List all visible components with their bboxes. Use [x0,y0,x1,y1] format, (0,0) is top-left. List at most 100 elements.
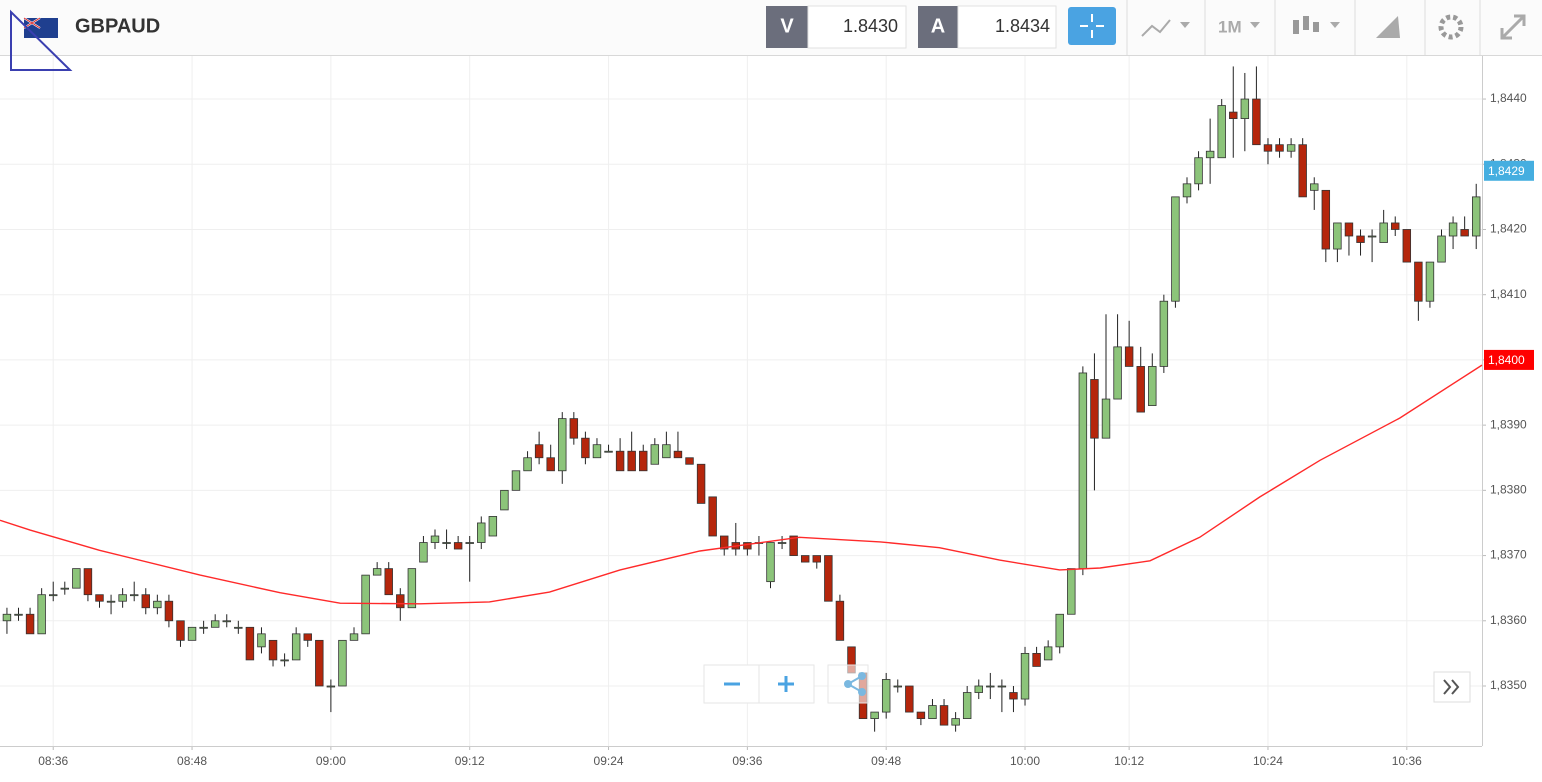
zoom-controls [703,664,1471,704]
candle-body [1448,222,1458,237]
candle-body [349,633,359,641]
candle-body [893,685,902,688]
candle-body [1344,222,1354,237]
candle-body [777,542,787,544]
chart-type-icon[interactable] [1141,19,1171,37]
candle-body [1298,144,1307,198]
x-tick-label: 09:12 [455,754,485,768]
candle-body [72,568,81,589]
candle-body [870,711,879,720]
candle-body [1078,372,1088,570]
candle-body [627,450,636,472]
candle-body [881,679,891,713]
scroll-right-icon [1443,679,1460,695]
sell-price-box[interactable] [807,5,907,49]
candle-body [1159,300,1169,367]
scroll-right-button[interactable] [1433,671,1471,703]
crosshair-button[interactable] [1068,7,1116,45]
candle-body [951,718,960,726]
dropdown-arrow [1330,22,1340,28]
candle-body [986,685,995,688]
candle-body [407,568,417,609]
candle-body [2,613,12,622]
x-tick-label: 09:48 [871,754,901,768]
dropdown-arrow [1180,22,1190,28]
candle-body [118,594,127,602]
crosshair-icon [1080,14,1104,38]
candle-body [268,639,278,661]
candle-body [662,444,671,459]
candle-body [280,659,289,662]
candle-body [245,626,255,661]
buy-price-box[interactable] [957,5,1057,49]
moving-average [0,364,1483,605]
candle-body [534,444,544,459]
y-tick-label: 1,8370 [1490,548,1527,562]
candle-body [916,711,926,720]
candle-body [800,555,810,563]
candle-body [1333,222,1342,250]
candle-body [1286,144,1296,152]
candle-body [199,626,208,629]
candle-body [928,705,937,720]
candle-body [1148,366,1157,406]
buy-button[interactable] [918,6,958,48]
candle-body [720,535,729,550]
y-tick-label: 1,8420 [1490,222,1527,236]
candle-icon[interactable] [1293,16,1319,34]
dropdown-arrow [1250,22,1260,28]
candle-body [905,685,914,713]
candle-body [1020,652,1030,700]
candle-body [465,542,474,544]
sell-label: V [780,15,794,37]
candle-body [1437,235,1446,263]
candle-body [1379,222,1388,243]
candle-body [372,568,382,576]
x-tick-label: 08:36 [38,754,68,768]
candle-body [974,685,983,693]
candle-body [37,594,46,635]
zoom-in[interactable] [778,676,794,692]
corner-marker [10,9,73,71]
sell-button[interactable] [766,6,808,48]
candle-body [1055,613,1064,648]
settings-icon[interactable] [1438,14,1464,40]
candle-body [1263,144,1273,152]
candle-body [419,542,428,563]
candle-body [673,450,683,459]
candle-body [696,463,706,504]
candle-body [315,639,324,687]
candle-body [615,450,625,472]
x-tick-label: 10:00 [1010,754,1040,768]
candle-body [1182,183,1192,198]
candle-body [129,594,139,597]
candle-body [396,594,405,609]
candle-body [1356,235,1365,243]
price-badge-label: 1,8429 [1488,164,1525,178]
candle-body [1124,346,1134,367]
toolbar: GBPAUD V 1.8430 A 1.8434 1M [0,0,1542,71]
candle-body [569,418,579,439]
candle-body [743,542,752,550]
fullscreen-icon[interactable] [1500,14,1526,40]
draw-icon[interactable] [1376,16,1400,38]
candle-body [1194,157,1203,185]
candle-body [303,633,312,641]
candle-body [1217,105,1226,159]
buy-label: A [931,15,945,37]
candle-body [835,600,845,641]
y-tick-label: 1,8350 [1490,678,1527,692]
x-tick-label: 10:12 [1114,754,1144,768]
candle-body [1321,189,1331,250]
candle-body [1471,196,1481,237]
candle-body [384,568,393,596]
candle-body [234,626,243,629]
candle-body [141,594,150,609]
timeframe[interactable]: 1M [1218,17,1242,36]
candle-body [1032,652,1041,667]
candle-body [824,555,833,602]
candle-body [1367,235,1377,238]
candle-body [650,444,660,465]
